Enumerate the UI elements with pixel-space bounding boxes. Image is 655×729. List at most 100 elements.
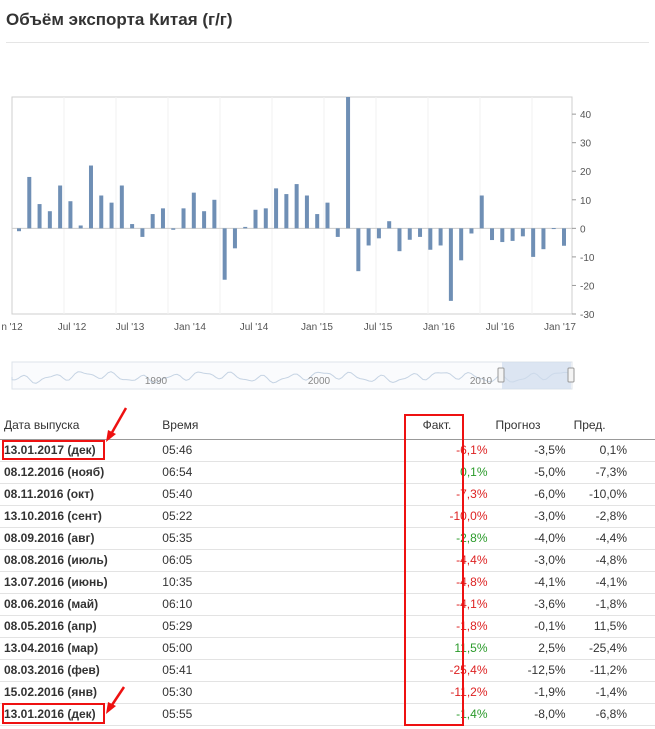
chart-bar bbox=[222, 228, 227, 280]
x-tick-label: Jul '15 bbox=[364, 322, 393, 333]
row-prev: 0,1% bbox=[569, 439, 655, 462]
chart-bar bbox=[294, 184, 299, 229]
header-fact[interactable]: Факт. bbox=[418, 412, 492, 440]
row-date: 08.09.2016 (авг) bbox=[0, 527, 159, 550]
row-time: 05:55 bbox=[158, 703, 419, 726]
row-fact: 0,1% bbox=[418, 461, 492, 484]
chart-bar bbox=[181, 208, 186, 229]
table-row[interactable]: 13.10.2016 (сент) 05:22 -10,0% -3,0% -2,8% bbox=[0, 505, 655, 528]
row-prev: -4,8% bbox=[569, 549, 655, 572]
chart-bar bbox=[284, 194, 289, 229]
y-tick-label: 30 bbox=[580, 139, 592, 150]
chart-bar bbox=[109, 202, 114, 229]
navigator-label: 2000 bbox=[308, 376, 331, 387]
x-tick-label: Jan '15 bbox=[301, 322, 333, 333]
chart-bar bbox=[37, 204, 42, 229]
row-time: 06:10 bbox=[158, 593, 419, 616]
table-header-row: Дата выпуска Время Факт. Прогноз Пред. bbox=[0, 412, 655, 440]
chart-bar bbox=[500, 228, 505, 243]
row-date: 08.06.2016 (май) bbox=[0, 593, 159, 616]
row-date: 08.08.2016 (июль) bbox=[0, 549, 159, 572]
chart-bar bbox=[17, 228, 21, 232]
y-tick-label: 20 bbox=[580, 167, 592, 178]
chart-bar bbox=[520, 228, 525, 237]
chart-bar bbox=[448, 228, 453, 301]
row-time: 05:46 bbox=[158, 439, 419, 462]
chart-bar bbox=[531, 228, 536, 257]
row-prev: 11,5% bbox=[569, 615, 655, 638]
table-row[interactable]: 08.09.2016 (авг) 05:35 -2,8% -4,0% -4,4% bbox=[0, 527, 655, 550]
chart-bar bbox=[253, 209, 258, 229]
chart-bar bbox=[346, 97, 351, 229]
row-date: 15.02.2016 (янв) bbox=[0, 681, 159, 704]
row-prev: -2,8% bbox=[569, 505, 655, 528]
table-row[interactable]: 08.11.2016 (окт) 05:40 -7,3% -6,0% -10,0% bbox=[0, 483, 655, 506]
arrow-icon bbox=[106, 407, 128, 442]
x-tick-label: Jan '16 bbox=[423, 322, 455, 333]
table-row[interactable]: 15.02.2016 (янв) 05:30 -11,2% -1,9% -1,4% bbox=[0, 681, 655, 704]
row-time: 06:54 bbox=[158, 461, 419, 484]
navigator-handle-right bbox=[567, 367, 575, 383]
row-forecast: -5,0% bbox=[491, 461, 570, 484]
x-tick-label: Jul '12 bbox=[58, 322, 87, 333]
table-row[interactable]: 08.08.2016 (июль) 06:05 -4,4% -3,0% -4,8% bbox=[0, 549, 655, 572]
navigator-handle-left bbox=[497, 367, 505, 383]
row-fact: -11,2% bbox=[418, 681, 492, 704]
y-tick-label: -20 bbox=[580, 281, 595, 292]
header-forecast[interactable]: Прогноз bbox=[491, 412, 570, 440]
row-forecast: -3,5% bbox=[491, 439, 570, 462]
chart-bar bbox=[438, 228, 443, 246]
table-row[interactable]: 08.06.2016 (май) 06:10 -4,1% -3,6% -1,8% bbox=[0, 593, 655, 616]
chart-bar bbox=[160, 208, 165, 229]
chart-bar bbox=[274, 188, 279, 229]
highlight-box-first-date bbox=[2, 440, 105, 460]
row-fact: -10,0% bbox=[418, 505, 492, 528]
table-row[interactable]: 08.03.2016 (фев) 05:41 -25,4% -12,5% -11,2% bbox=[0, 659, 655, 682]
table-row[interactable]: 08.12.2016 (нояб) 06:54 0,1% -5,0% -7,3% bbox=[0, 461, 655, 484]
chart-bar bbox=[510, 228, 515, 241]
row-date: 08.05.2016 (апр) bbox=[0, 615, 159, 638]
y-tick-label: 10 bbox=[580, 196, 592, 207]
y-tick-label: 40 bbox=[580, 110, 592, 121]
navigator-selection bbox=[502, 362, 571, 389]
row-forecast: -12,5% bbox=[491, 659, 570, 682]
chart-bar bbox=[119, 185, 124, 229]
row-forecast: -4,1% bbox=[491, 571, 570, 594]
chart-bar bbox=[325, 202, 330, 229]
chart-bar bbox=[366, 228, 371, 246]
table-row[interactable]: 08.05.2016 (апр) 05:29 -1,8% -0,1% 11,5% bbox=[0, 615, 655, 638]
row-time: 05:29 bbox=[158, 615, 419, 638]
chart-bar bbox=[479, 195, 484, 229]
row-date: 08.11.2016 (окт) bbox=[0, 483, 159, 506]
header-time[interactable]: Время bbox=[158, 412, 419, 440]
row-time: 10:35 bbox=[158, 571, 419, 594]
chart-bar bbox=[304, 195, 309, 229]
chart-bar bbox=[243, 226, 248, 229]
row-forecast: -8,0% bbox=[491, 703, 570, 726]
table-row[interactable]: 13.07.2016 (июнь) 10:35 -4,8% -4,1% -4,1% bbox=[0, 571, 655, 594]
navigator-label: 2010 bbox=[470, 376, 493, 387]
table-row[interactable]: 13.01.2017 (дек) 05:46 -6,1% -3,5% 0,1% bbox=[0, 439, 655, 462]
row-forecast: -3,0% bbox=[491, 505, 570, 528]
chart-bar bbox=[418, 228, 423, 237]
x-tick-label: n '12 bbox=[1, 322, 23, 333]
chart-bar bbox=[212, 199, 217, 229]
header-prev[interactable]: Пред. bbox=[569, 412, 655, 440]
chart-bar bbox=[88, 165, 93, 229]
chart-bar bbox=[315, 214, 320, 229]
row-forecast: -0,1% bbox=[491, 615, 570, 638]
chart-bar bbox=[459, 228, 464, 261]
y-tick-label: -30 bbox=[580, 310, 595, 321]
chart-bar bbox=[130, 224, 135, 229]
table-row[interactable]: 13.04.2016 (мар) 05:00 11,5% 2,5% -25,4% bbox=[0, 637, 655, 660]
header-date[interactable]: Дата выпуска bbox=[0, 412, 159, 440]
chart-bar bbox=[397, 228, 402, 252]
row-time: 05:35 bbox=[158, 527, 419, 550]
row-prev: -10,0% bbox=[569, 483, 655, 506]
chart-bar bbox=[202, 211, 207, 229]
chart-bar bbox=[551, 228, 556, 230]
x-tick-label: Jan '17 bbox=[544, 322, 576, 333]
row-forecast: -3,6% bbox=[491, 593, 570, 616]
row-forecast: -6,0% bbox=[491, 483, 570, 506]
chart-bar bbox=[99, 195, 104, 229]
